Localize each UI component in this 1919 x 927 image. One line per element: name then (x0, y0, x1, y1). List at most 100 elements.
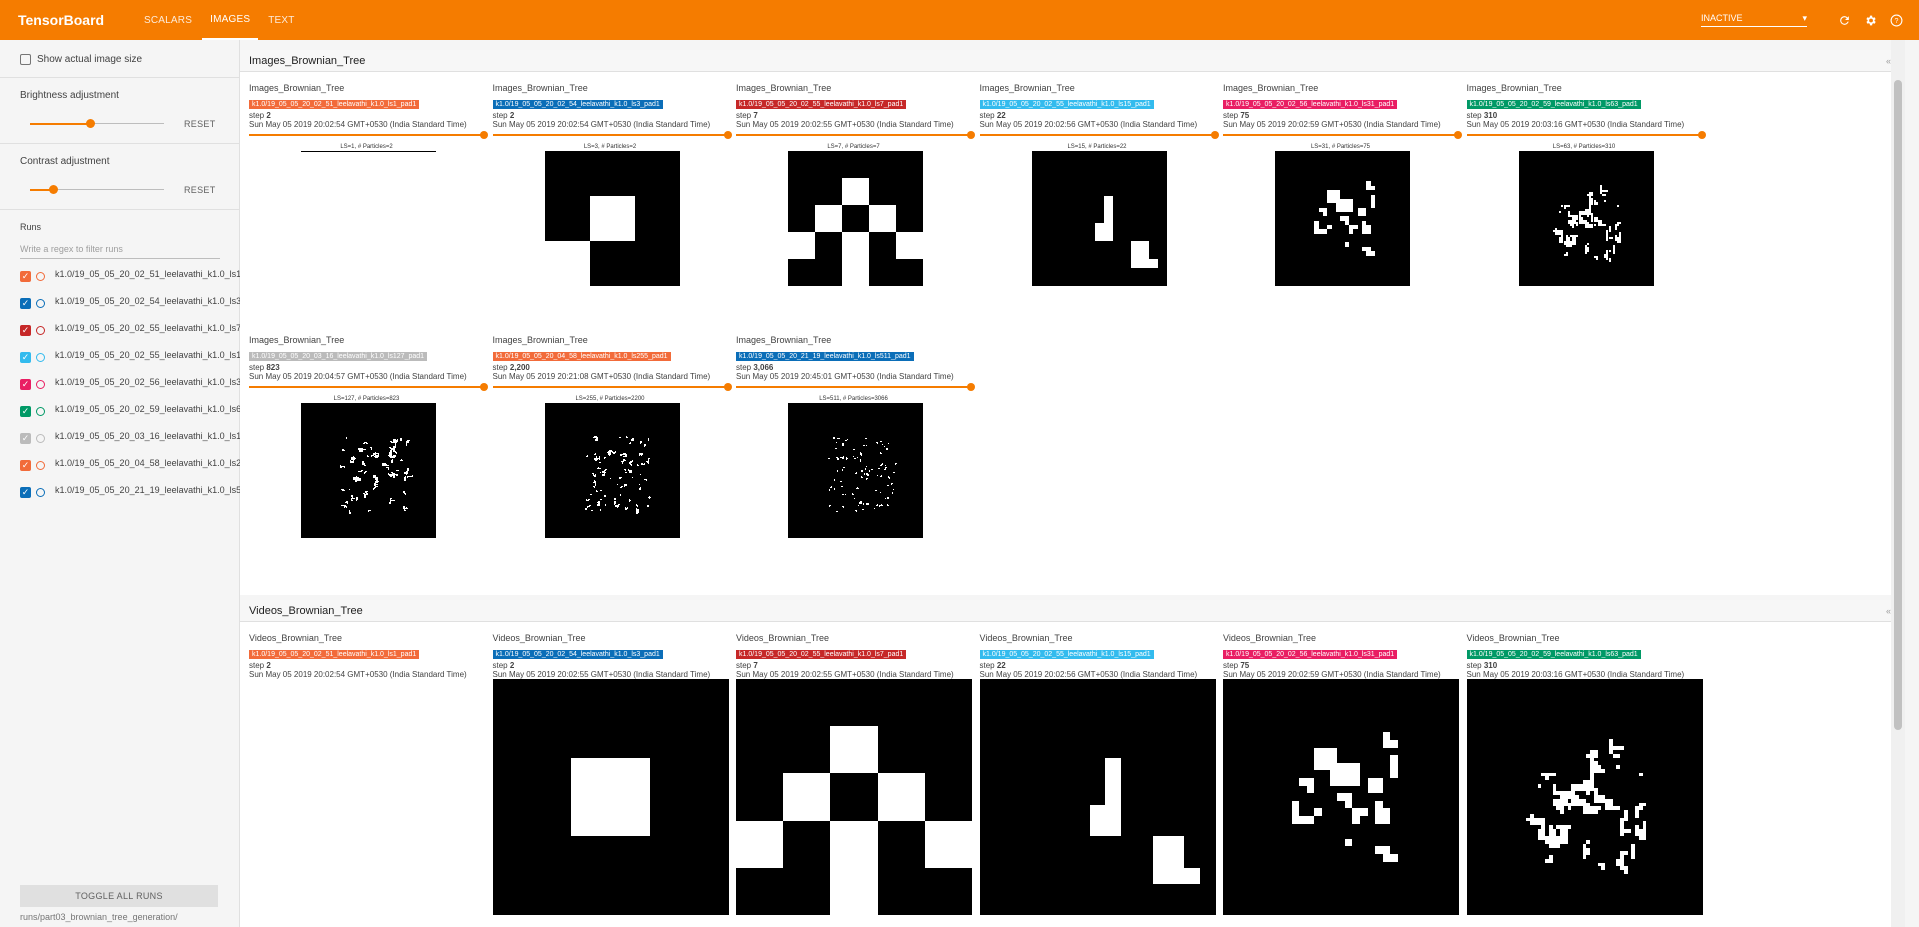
tree-pixel (396, 469, 398, 472)
collapse-icon[interactable]: « (1885, 55, 1891, 66)
run-checkbox[interactable]: ✓ (20, 406, 31, 417)
run-color-circle[interactable] (36, 488, 45, 497)
tree-pixel (620, 454, 622, 456)
step-slider[interactable] (1223, 131, 1462, 139)
run-item[interactable]: ✓ k1.0/19_05_05_20_02_54_leelavathi_k1.0_… (20, 296, 266, 316)
inactive-plugins-select[interactable]: INACTIVE ▾ (1701, 13, 1807, 27)
show-actual-size-checkbox[interactable] (20, 54, 31, 65)
brownian-tree-image[interactable] (301, 403, 436, 538)
step-slider[interactable] (492, 383, 732, 391)
step-slider-knob[interactable] (1210, 131, 1219, 139)
run-color-circle[interactable] (36, 380, 45, 389)
tab-images[interactable]: IMAGES (202, 0, 259, 40)
brownian-tree-video[interactable] (979, 679, 1216, 915)
help-icon[interactable]: ? (1889, 13, 1903, 27)
step-slider[interactable] (979, 131, 1219, 139)
tree-pixel (842, 259, 869, 286)
tree-pixel (644, 479, 646, 481)
show-actual-size-row[interactable]: Show actual image size (0, 54, 239, 65)
run-checkbox[interactable]: ✓ (20, 487, 31, 498)
brownian-tree-image[interactable] (1275, 151, 1410, 286)
run-checkbox[interactable]: ✓ (20, 379, 31, 390)
run-checkbox[interactable]: ✓ (20, 271, 31, 282)
step-slider-knob[interactable] (967, 131, 975, 139)
card-timestamp: Sun May 05 2019 20:03:16 GMT+0530 (India… (1466, 120, 1685, 129)
brownian-tree-video[interactable] (1223, 679, 1459, 915)
run-color-circle[interactable] (36, 272, 45, 281)
tree-pixel (405, 479, 407, 481)
run-color-circle[interactable] (36, 434, 45, 443)
step-slider-knob[interactable] (723, 131, 732, 139)
brownian-tree-image[interactable] (1518, 151, 1654, 286)
tree-pixel (1103, 232, 1113, 241)
step-slider[interactable] (736, 131, 975, 139)
gear-icon[interactable] (1863, 13, 1877, 27)
step-slider-knob[interactable] (1697, 131, 1706, 139)
step-slider[interactable] (492, 131, 732, 139)
run-checkbox[interactable]: ✓ (20, 352, 31, 363)
tree-pixel (1631, 847, 1636, 852)
tree-pixel (624, 454, 626, 456)
run-checkbox[interactable]: ✓ (20, 298, 31, 309)
run-item[interactable]: ✓ k1.0/19_05_05_20_04_58_leelavathi_k1.0_… (20, 458, 276, 478)
videos-pane-header[interactable]: Videos_Brownian_Tree « (240, 600, 1905, 622)
runs-filter-input[interactable]: Write a regex to filter runs (20, 244, 220, 259)
run-item[interactable]: ✓ k1.0/19_05_05_20_02_55_leelavathi_k1.0_… (20, 323, 266, 343)
brownian-tree-image[interactable] (788, 151, 923, 286)
step-slider-knob[interactable] (967, 383, 975, 391)
tree-pixel (1619, 236, 1622, 239)
step-slider-knob[interactable] (1454, 131, 1462, 139)
brownian-tree-image[interactable] (301, 151, 436, 286)
brownian-tree-image[interactable] (788, 403, 923, 538)
run-item[interactable]: ✓ k1.0/19_05_05_20_21_19_leelavathi_k1.0_… (20, 485, 276, 505)
tree-pixel (408, 467, 410, 469)
brownian-tree-image[interactable] (544, 151, 680, 286)
run-item[interactable]: ✓ k1.0/19_05_05_20_02_51_leelavathi_k1.0_… (20, 269, 266, 289)
run-checkbox[interactable]: ✓ (20, 433, 31, 444)
tree-pixel (608, 451, 610, 453)
scrollbar-thumb[interactable] (1894, 80, 1902, 730)
run-item[interactable]: ✓ k1.0/19_05_05_20_02_59_leelavathi_k1.0_… (20, 404, 271, 424)
run-checkbox[interactable]: ✓ (20, 325, 31, 336)
tab-text[interactable]: TEXT (268, 14, 295, 26)
run-color-circle[interactable] (36, 299, 45, 308)
main-scrollbar[interactable] (1891, 40, 1905, 927)
tree-pixel (629, 470, 631, 472)
run-color-circle[interactable] (36, 326, 45, 335)
step-slider-knob[interactable] (480, 131, 488, 139)
brownian-tree-video[interactable] (736, 679, 972, 915)
brightness-slider[interactable] (30, 117, 164, 131)
brownian-tree-video[interactable] (1466, 679, 1703, 915)
step-slider-knob[interactable] (723, 383, 732, 391)
step-slider[interactable] (249, 383, 488, 391)
brightness-reset-button[interactable]: RESET (184, 119, 216, 129)
brightness-slider-knob[interactable] (86, 119, 96, 128)
run-color-circle[interactable] (36, 407, 45, 416)
tree-pixel (646, 462, 648, 464)
brownian-tree-image[interactable] (1031, 151, 1167, 286)
run-item[interactable]: ✓ k1.0/19_05_05_20_02_56_leelavathi_k1.0_… (20, 377, 271, 397)
step-slider[interactable] (249, 131, 488, 139)
step-slider-knob[interactable] (480, 383, 488, 391)
run-checkbox[interactable]: ✓ (20, 460, 31, 471)
toggle-all-runs-button[interactable]: TOGGLE ALL RUNS (20, 885, 218, 907)
step-slider[interactable] (1466, 131, 1706, 139)
images-pane-header[interactable]: Images_Brownian_Tree « (240, 50, 1905, 72)
tree-pixel (610, 477, 612, 479)
tree-pixel (620, 476, 622, 478)
contrast-slider[interactable] (30, 183, 164, 197)
run-item[interactable]: ✓ k1.0/19_05_05_20_02_55_leelavathi_k1.0_… (20, 350, 271, 370)
tab-scalars[interactable]: SCALARS (144, 14, 193, 26)
refresh-icon[interactable] (1837, 13, 1851, 27)
run-color-circle[interactable] (36, 461, 45, 470)
tree-pixel (1569, 219, 1573, 222)
contrast-reset-button[interactable]: RESET (184, 185, 216, 195)
tree-pixel (598, 502, 600, 503)
run-item[interactable]: ✓ k1.0/19_05_05_20_03_16_leelavathi_k1.0_… (20, 431, 276, 451)
brownian-tree-image[interactable] (544, 403, 680, 538)
run-color-circle[interactable] (36, 353, 45, 362)
step-slider[interactable] (736, 383, 975, 391)
tree-pixel (613, 451, 615, 453)
brownian-tree-video[interactable] (492, 679, 729, 915)
contrast-slider-knob[interactable] (48, 185, 58, 194)
